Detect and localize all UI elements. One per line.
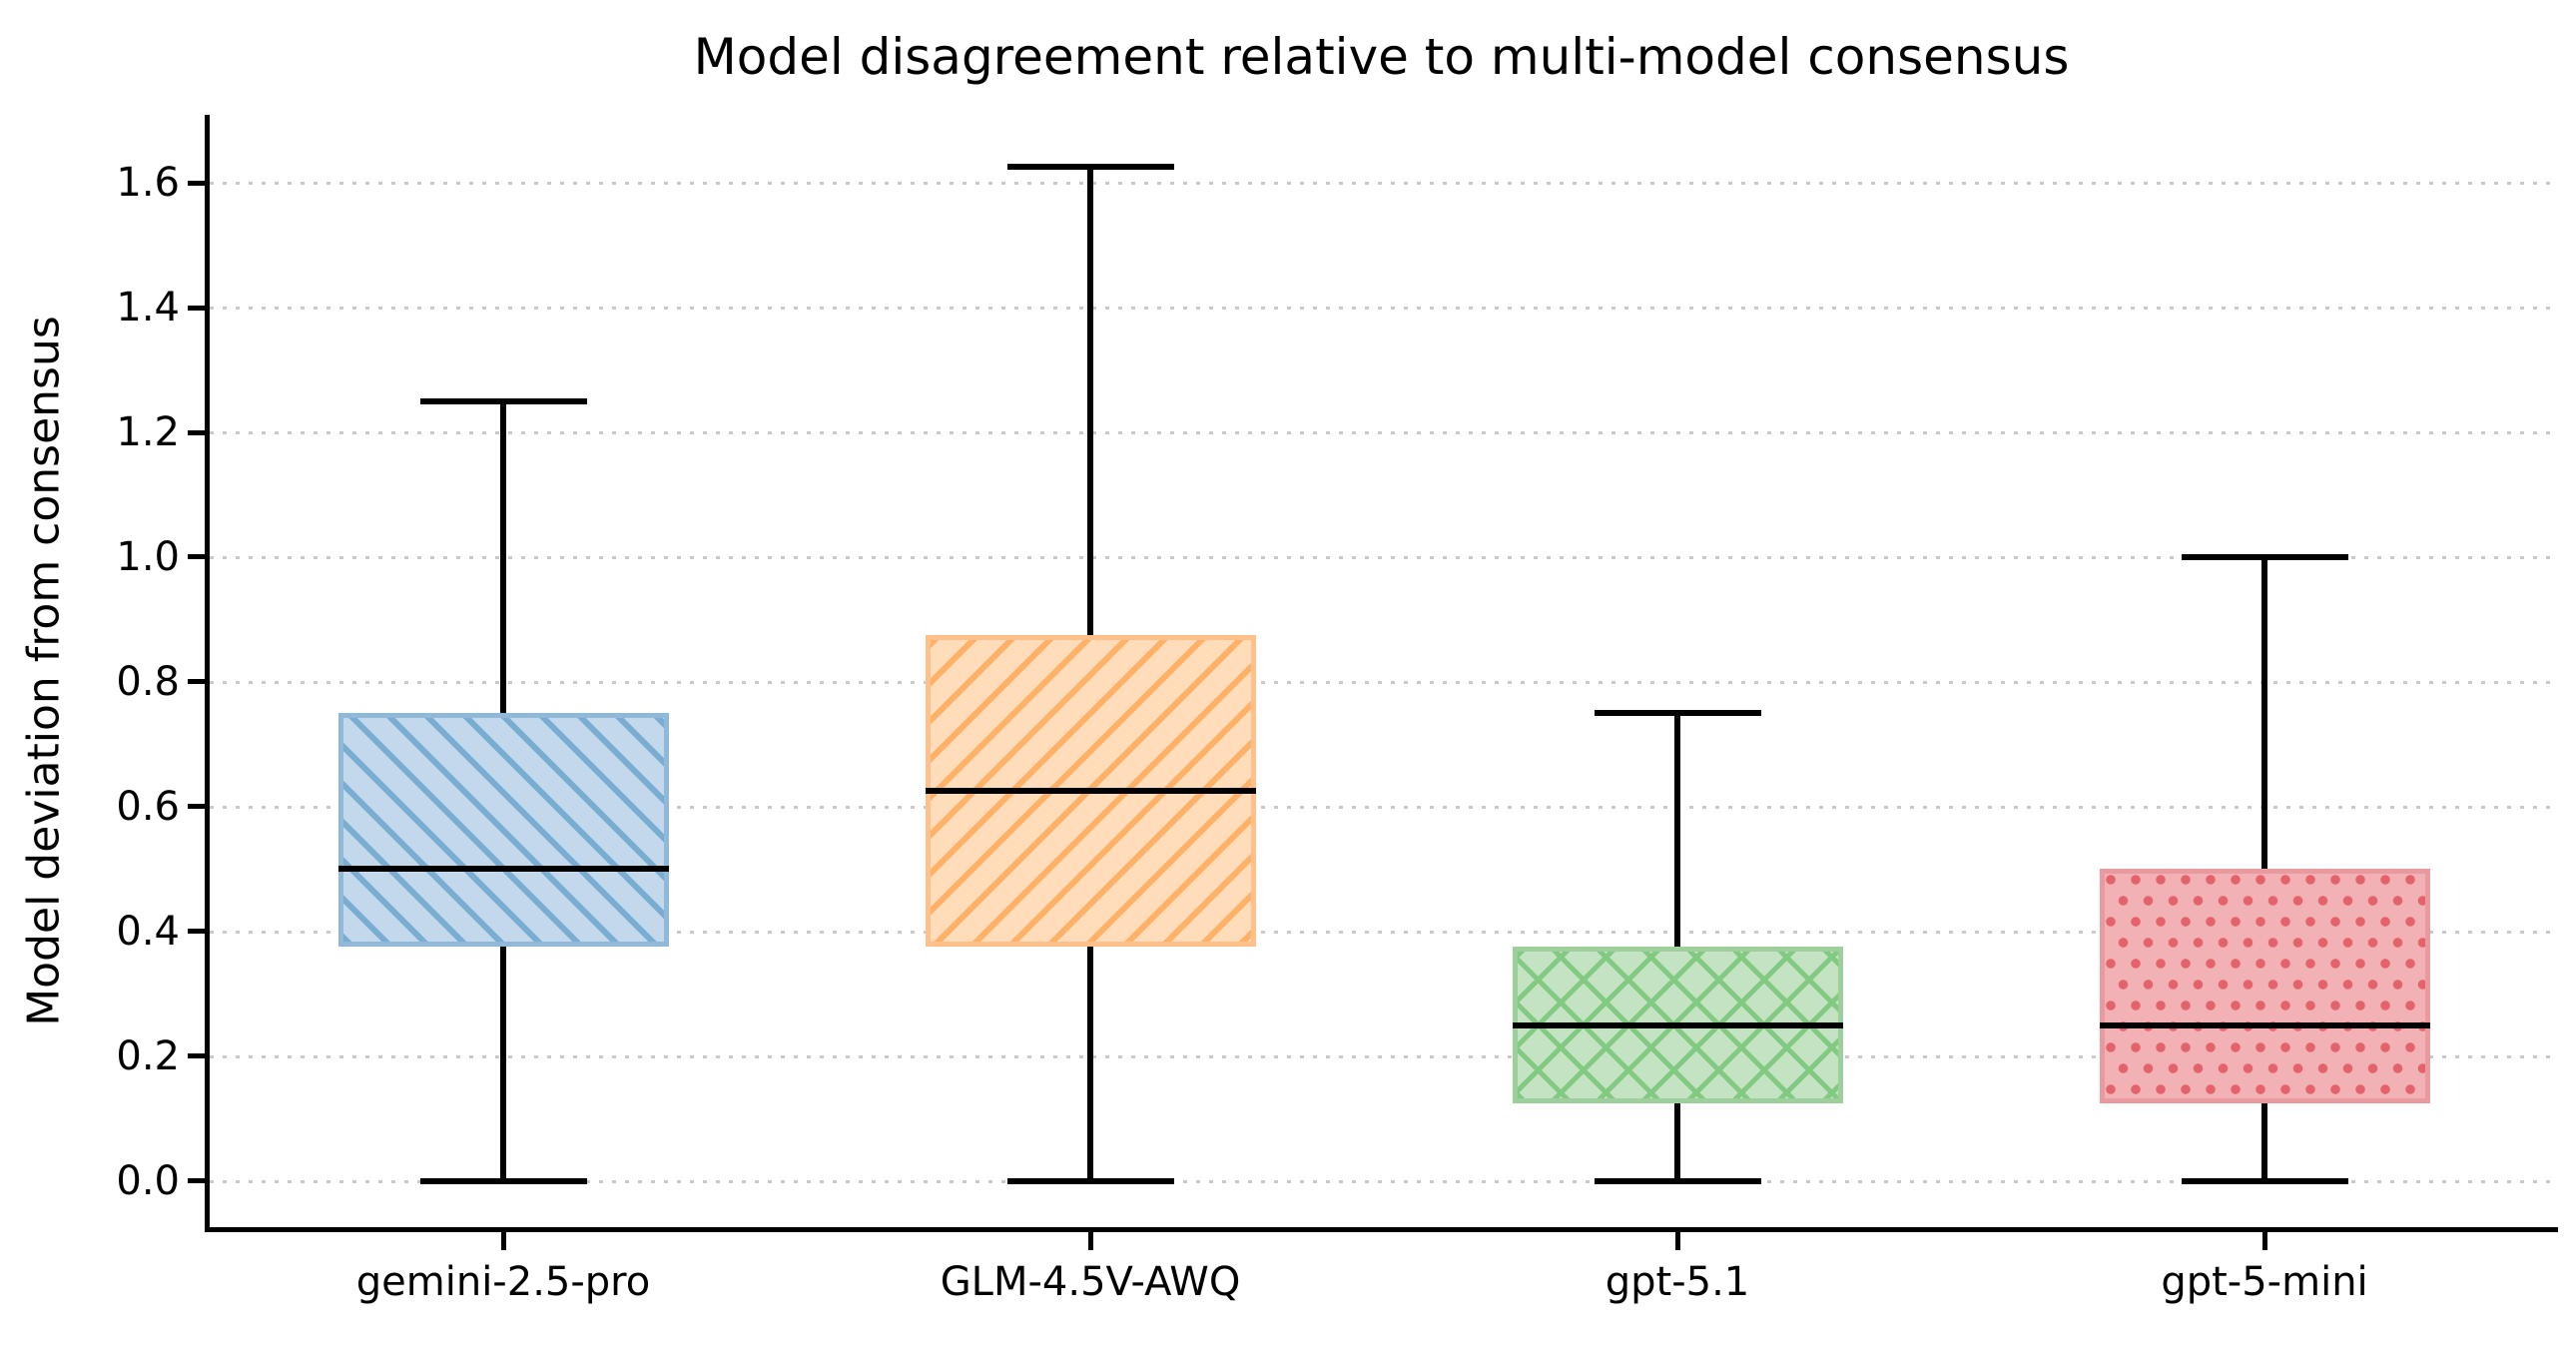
y-tick-mark xyxy=(188,929,206,935)
median-line xyxy=(2099,1021,2430,1028)
y-tick-mark xyxy=(188,1053,206,1059)
upper-whisker-cap xyxy=(419,397,587,404)
upper-whisker xyxy=(500,400,506,714)
y-gridline xyxy=(210,680,2558,684)
chart-title: Model disagreement relative to multi-mod… xyxy=(693,28,2070,86)
y-tick-label: 0.0 xyxy=(116,1157,180,1204)
y-tick-label: 1.0 xyxy=(116,533,180,580)
y-tick-label: 0.2 xyxy=(116,1032,180,1079)
plot-area xyxy=(205,115,2558,1232)
box-gpt-5-mini xyxy=(2099,869,2430,1103)
upper-whisker-cap xyxy=(2181,553,2348,560)
y-tick-mark xyxy=(188,180,206,186)
y-gridline xyxy=(210,555,2558,559)
lower-whisker-cap xyxy=(1006,1177,1174,1184)
y-tick-label: 0.6 xyxy=(116,783,180,830)
upper-whisker xyxy=(1674,713,1680,948)
upper-whisker-cap xyxy=(1594,710,1761,717)
lower-whisker-cap xyxy=(419,1177,587,1184)
lower-whisker-cap xyxy=(1594,1177,1761,1184)
median-line xyxy=(337,866,669,873)
lower-whisker xyxy=(1087,947,1093,1181)
y-gridline xyxy=(210,431,2558,435)
y-tick-label: 1.6 xyxy=(116,160,180,207)
y-tick-label: 0.4 xyxy=(116,908,180,955)
median-line xyxy=(925,788,1256,795)
x-tick-mark xyxy=(500,1232,506,1250)
y-gridline xyxy=(210,1179,2558,1183)
x-tick-mark xyxy=(2261,1232,2267,1250)
x-tick-mark xyxy=(1087,1232,1093,1250)
y-gridline xyxy=(210,930,2558,934)
lower-whisker-cap xyxy=(2181,1177,2348,1184)
lower-whisker xyxy=(1674,1102,1680,1181)
y-tick-label: 1.2 xyxy=(116,409,180,456)
y-gridline xyxy=(210,805,2558,809)
lower-whisker xyxy=(500,947,506,1181)
y-tick-mark xyxy=(188,429,206,435)
x-tick-label-GLM-4.5V-AWQ: GLM-4.5V-AWQ xyxy=(940,1259,1241,1305)
x-tick-label-gpt-5.1: gpt-5.1 xyxy=(1605,1259,1750,1305)
y-tick-mark xyxy=(188,305,206,311)
upper-whisker xyxy=(1087,167,1093,636)
y-gridline xyxy=(210,1054,2558,1058)
y-gridline xyxy=(210,307,2558,311)
upper-whisker-cap xyxy=(1006,164,1174,171)
lower-whisker xyxy=(2261,1102,2267,1181)
x-tick-mark xyxy=(1674,1232,1680,1250)
y-tick-label: 0.8 xyxy=(116,658,180,705)
box-gemini-2.5-pro xyxy=(337,713,669,948)
median-line xyxy=(1512,1021,1843,1028)
y-gridline xyxy=(210,182,2558,186)
x-tick-label-gemini-2.5-pro: gemini-2.5-pro xyxy=(355,1259,651,1305)
y-tick-mark xyxy=(188,1178,206,1184)
y-tick-mark xyxy=(188,554,206,560)
y-tick-label: 1.4 xyxy=(116,285,180,332)
y-tick-mark xyxy=(188,679,206,685)
upper-whisker xyxy=(2261,556,2267,870)
y-tick-mark xyxy=(188,804,206,810)
x-tick-label-gpt-5-mini: gpt-5-mini xyxy=(2161,1259,2368,1305)
